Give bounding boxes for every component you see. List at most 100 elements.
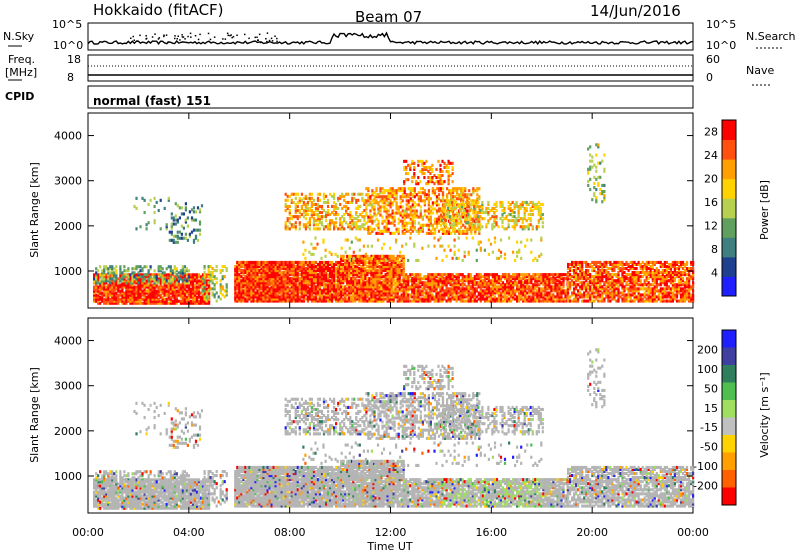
- power-cell: [164, 207, 166, 210]
- power-cell: [156, 290, 158, 293]
- power-cell: [201, 285, 203, 288]
- nsky-dot: [208, 33, 210, 35]
- power-cell: [562, 277, 564, 280]
- power-cell: [625, 281, 627, 284]
- power-cell: [552, 273, 554, 276]
- power-cell: [103, 265, 105, 268]
- power-cell: [183, 237, 185, 240]
- nsky-dot: [222, 38, 224, 40]
- power-cell: [621, 261, 623, 264]
- nsky-dot: [177, 38, 179, 40]
- power-cell: [628, 287, 630, 290]
- power-cell: [224, 275, 226, 278]
- power-cell: [313, 261, 315, 264]
- power-cell: [583, 291, 585, 294]
- power-cell: [289, 261, 291, 264]
- power-cell: [297, 209, 299, 212]
- power-cell: [415, 283, 417, 286]
- power-cell: [433, 295, 435, 298]
- nsky-dot: [145, 35, 147, 37]
- power-cell: [173, 239, 175, 242]
- power-cell: [150, 265, 152, 268]
- power-cell: [123, 275, 125, 278]
- power-cell: [674, 261, 676, 264]
- power-cell: [615, 261, 617, 264]
- power-cell: [354, 265, 356, 268]
- power-cell: [623, 285, 625, 288]
- power-cell: [297, 201, 299, 204]
- power-cell: [591, 261, 593, 264]
- nsky-dot: [231, 37, 233, 39]
- power-cell: [242, 277, 244, 280]
- power-cell: [569, 295, 571, 298]
- power-cell: [538, 273, 540, 276]
- power-cell: [419, 298, 421, 301]
- power-cell: [160, 265, 162, 268]
- power-cell: [593, 295, 595, 298]
- power-cell: [567, 291, 569, 294]
- power-cell: [579, 291, 581, 294]
- power-cell: [431, 293, 433, 296]
- power-cell: [443, 273, 445, 276]
- nsky-dot: [179, 39, 181, 41]
- power-cell: [154, 197, 156, 200]
- power-cell: [350, 295, 352, 298]
- power-cell: [111, 265, 113, 268]
- power-cell: [609, 261, 611, 264]
- power-cell: [401, 283, 403, 286]
- power-cell: [628, 263, 630, 266]
- power-cell: [183, 212, 185, 215]
- nsky-dot: [145, 38, 147, 40]
- power-cell: [358, 267, 360, 270]
- power-cell: [542, 293, 544, 296]
- power-cell: [156, 201, 158, 204]
- power-cell: [664, 287, 666, 290]
- power-cell: [117, 277, 119, 280]
- power-cell: [399, 295, 401, 298]
- power-cell: [494, 295, 496, 298]
- power-cell: [448, 273, 450, 276]
- power-cell: [589, 263, 591, 266]
- power-cell: [162, 277, 164, 280]
- power-cell: [260, 261, 262, 264]
- power-cell: [105, 279, 107, 282]
- power-cell: [101, 292, 103, 295]
- power-cell: [393, 255, 395, 258]
- power-cell: [184, 277, 186, 280]
- power-cell: [623, 293, 625, 296]
- power-cell: [119, 284, 121, 287]
- power-cell: [678, 261, 680, 264]
- power-cell: [337, 261, 339, 264]
- power-cell: [135, 286, 137, 289]
- power-cell: [579, 281, 581, 284]
- power-cell: [327, 261, 329, 264]
- power-cell: [208, 281, 210, 284]
- power-cell: [172, 300, 174, 303]
- power-cell: [222, 265, 224, 268]
- power-cell: [593, 300, 595, 303]
- power-cell: [672, 271, 674, 274]
- nsky-dot: [134, 40, 136, 42]
- power-cell: [183, 227, 185, 230]
- power-cell: [95, 267, 97, 270]
- power-cell: [321, 211, 323, 214]
- power-cell: [678, 300, 680, 303]
- power-cell: [146, 279, 148, 282]
- power-cell: [498, 285, 500, 288]
- power-cell: [315, 285, 317, 288]
- power-cell: [409, 285, 411, 288]
- power-cell: [625, 287, 627, 290]
- power-cell: [636, 263, 638, 266]
- power-cell: [275, 261, 277, 264]
- power-cell: [454, 295, 456, 298]
- power-cell: [617, 285, 619, 288]
- power-cell: [601, 285, 603, 288]
- power-cell: [193, 239, 195, 242]
- power-cell: [437, 273, 439, 276]
- power-cell: [160, 199, 162, 202]
- power-cell: [189, 233, 191, 236]
- power-cell: [605, 269, 607, 272]
- power-cell: [258, 275, 260, 278]
- power-cell: [640, 271, 642, 274]
- power-cell: [185, 233, 187, 236]
